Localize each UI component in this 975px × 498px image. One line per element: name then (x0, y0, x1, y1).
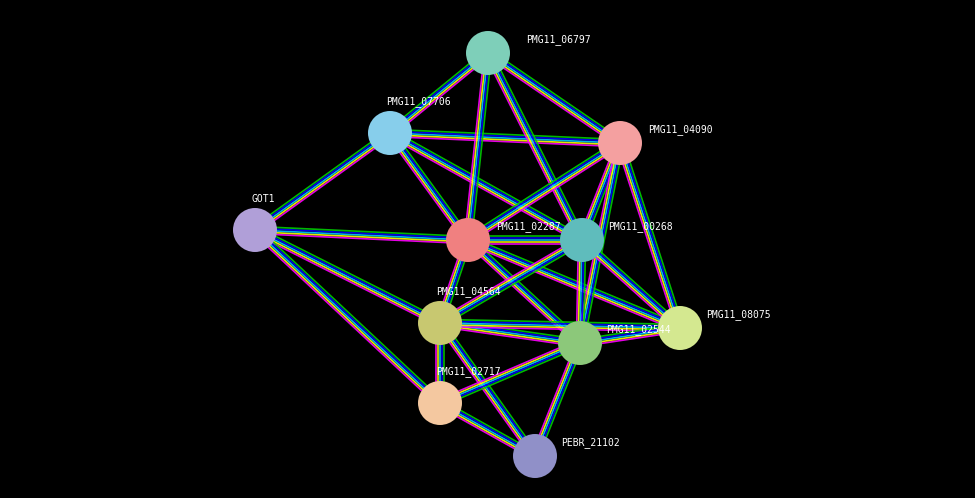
Circle shape (558, 321, 602, 365)
Text: PMG11_06797: PMG11_06797 (526, 34, 591, 45)
Circle shape (658, 306, 702, 350)
Circle shape (233, 208, 277, 252)
Text: GOT1: GOT1 (251, 194, 275, 204)
Circle shape (466, 31, 510, 75)
Text: PMG11_07706: PMG11_07706 (386, 96, 450, 107)
Circle shape (418, 381, 462, 425)
Text: PMG11_02287: PMG11_02287 (496, 221, 561, 232)
Text: PEBR_21102: PEBR_21102 (561, 437, 620, 448)
Text: PMG11_02544: PMG11_02544 (606, 324, 671, 335)
Circle shape (418, 301, 462, 345)
Text: PMG11_02717: PMG11_02717 (436, 366, 500, 377)
Text: PMG11_04090: PMG11_04090 (648, 124, 713, 135)
Circle shape (368, 111, 412, 155)
Text: PMG11_08075: PMG11_08075 (706, 309, 770, 320)
Circle shape (560, 218, 604, 262)
Circle shape (513, 434, 557, 478)
Circle shape (598, 121, 642, 165)
Circle shape (446, 218, 490, 262)
Text: PMG11_04564: PMG11_04564 (436, 286, 500, 297)
Text: PMG11_00268: PMG11_00268 (608, 221, 673, 232)
